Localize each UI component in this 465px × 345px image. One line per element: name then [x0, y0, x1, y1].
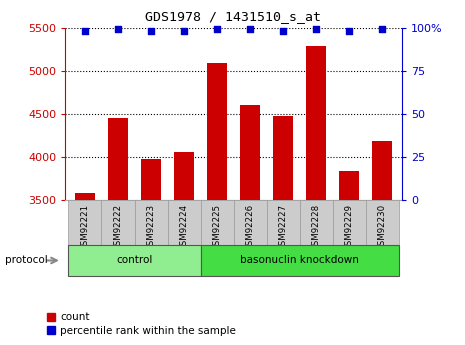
Bar — [306, 46, 326, 200]
Bar — [108, 118, 128, 200]
Bar — [141, 159, 161, 200]
Text: GSM92227: GSM92227 — [279, 204, 288, 251]
Point — [81, 28, 89, 34]
Point — [180, 28, 188, 34]
Bar — [68, 200, 101, 245]
Point — [312, 27, 320, 32]
Point — [279, 28, 287, 34]
Bar — [339, 171, 359, 200]
Bar — [200, 245, 399, 276]
Text: GSM92228: GSM92228 — [312, 204, 321, 251]
Text: GSM92229: GSM92229 — [345, 204, 354, 251]
Bar — [366, 200, 399, 245]
Bar — [167, 200, 200, 245]
Text: GSM92225: GSM92225 — [213, 204, 222, 251]
Bar — [267, 200, 300, 245]
Point — [213, 27, 221, 32]
Bar — [68, 245, 200, 276]
Text: GSM92222: GSM92222 — [113, 204, 122, 251]
Point — [147, 28, 155, 34]
Text: basonuclin knockdown: basonuclin knockdown — [240, 256, 359, 265]
Text: GSM92221: GSM92221 — [80, 204, 89, 251]
Text: GSM92224: GSM92224 — [179, 204, 189, 251]
Point — [246, 27, 254, 32]
Bar — [333, 200, 366, 245]
Bar — [75, 193, 95, 200]
Bar — [207, 63, 227, 200]
Text: control: control — [116, 256, 153, 265]
Bar — [233, 200, 267, 245]
Legend: count, percentile rank within the sample: count, percentile rank within the sample — [42, 308, 240, 340]
Bar — [101, 200, 134, 245]
Bar — [240, 105, 260, 200]
Bar — [200, 200, 233, 245]
Text: GSM92230: GSM92230 — [378, 204, 387, 251]
Text: GSM92223: GSM92223 — [146, 204, 155, 251]
Text: GDS1978 / 1431510_s_at: GDS1978 / 1431510_s_at — [145, 10, 320, 23]
Point — [379, 27, 386, 32]
Point — [345, 28, 353, 34]
Bar — [273, 116, 293, 200]
Point — [114, 27, 122, 32]
Text: protocol: protocol — [5, 256, 47, 265]
Bar — [300, 200, 333, 245]
Bar — [134, 200, 167, 245]
Bar — [372, 141, 392, 200]
Bar — [174, 152, 194, 200]
Text: GSM92226: GSM92226 — [246, 204, 255, 251]
